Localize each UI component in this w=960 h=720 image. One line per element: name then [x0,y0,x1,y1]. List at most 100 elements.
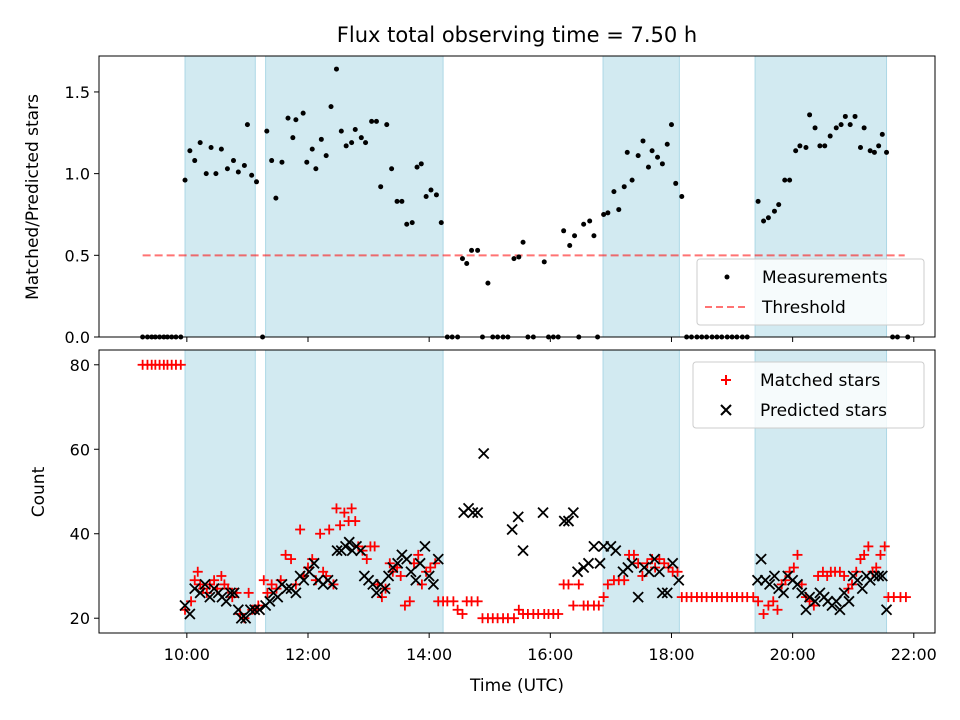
count-y-axis-label: Count [29,466,49,517]
predicted-star-point [331,544,343,557]
measurement-point [230,158,236,164]
measurement-point [318,136,324,142]
measurement-point [414,164,420,170]
measurement-point [601,211,607,217]
x-tick-label: 14:00 [406,645,452,664]
predicted-star-point [796,587,808,599]
matched-star-point [339,507,350,518]
predicted-star-point [800,604,812,616]
measurement-point [323,153,329,159]
matched-star-point [324,524,335,535]
measurement-point [404,221,410,227]
predicted-star-point [392,557,404,569]
measurement-point [264,128,270,134]
matched-star-point [508,613,519,624]
predicted-star-point [873,570,885,582]
measurement-point [838,122,844,128]
matched-star-point [404,596,415,607]
measurement-point [861,125,867,131]
measurement-point [561,228,567,234]
legend-matched-label: Matched stars [760,371,880,391]
measurement-point [635,153,641,159]
matched-star-point [216,570,227,581]
matched-star-point [315,528,326,539]
measurement-point [591,233,597,239]
matched-star-point [223,583,234,594]
x-tick-label: 18:00 [648,645,694,664]
measurement-point [328,104,334,110]
predicted-star-point [244,604,257,616]
measurement-point [611,189,617,195]
y-tick-label: 80 [70,356,90,375]
measurement-point [827,133,833,139]
measurement-point [833,125,839,131]
ratio-plot-frame [98,55,936,338]
matched-star-point [280,549,291,560]
y-tick-label: 0.5 [65,246,90,265]
matched-star-point [859,549,870,560]
legend-threshold-label: Threshold [761,298,846,318]
predicted-star-point [184,608,196,620]
legend-predicted-label: Predicted stars [760,401,887,421]
predicted-star-point [763,578,776,591]
predicted-star-point [228,587,240,599]
predicted-star-point [667,557,679,569]
measurement-point [218,146,224,152]
measurement-point [621,184,627,190]
measurement-point [423,194,429,199]
x-axis-label: Time (UTC) [469,676,564,696]
observing-window [265,55,444,338]
measurement-point [343,143,349,149]
measurement-point [313,166,319,172]
measurement-point [803,144,809,150]
measurement-point [655,154,661,160]
measurement-point [293,117,299,123]
matched-star-point [753,596,764,607]
matched-star-point [628,549,639,560]
measurement-point [572,233,578,239]
matched-star-point [633,558,644,569]
measurement-point [761,218,767,224]
matched-star-point [593,600,604,611]
measurement-point [475,247,481,253]
matched-star-point [772,604,783,615]
measurement-point [852,113,858,119]
matched-star-point [335,520,346,531]
predicted-star-point [224,587,237,599]
predicted-star-point [632,591,644,603]
matched-star-point [553,608,564,619]
predicted-star-point [517,544,529,557]
predicted-star-point [272,591,284,603]
matched-star-point [602,579,613,590]
measurement-points [140,66,911,340]
predicted-star-point [379,583,391,595]
measurement-point [776,202,782,208]
predicted-star-point [777,587,790,599]
observing-window [602,55,680,338]
predicted-star-point [471,506,484,519]
predicted-star-point [199,578,211,591]
matched-star-point [189,575,200,586]
ratio-legend-box [696,258,925,326]
matched-star-point [568,600,579,611]
measurement-point [187,148,193,154]
legend-measurements-label: Measurements [762,268,888,288]
measurement-point [389,166,395,172]
measurement-point [241,162,247,168]
measurement-point [787,177,793,183]
measurement-point [309,146,315,152]
matched-star-point [258,575,269,586]
ratio-y-axis-label: Matched/Predicted stars [23,94,43,300]
predicted-star-point [558,515,570,527]
measurement-point [793,148,799,154]
predicted-star-point [235,612,247,624]
predicted-star-point [179,599,191,612]
figure-title: Flux total observing time = 7.50 h [337,23,697,47]
count-y-ticks: 20 40 60 80 [70,356,99,628]
matched-star-point [209,575,220,586]
measurement-point [182,177,188,183]
x-tick-label: 20:00 [770,645,816,664]
predicted-star-point [506,523,518,536]
measurement-point [817,143,823,149]
matched-star-point [395,570,406,581]
